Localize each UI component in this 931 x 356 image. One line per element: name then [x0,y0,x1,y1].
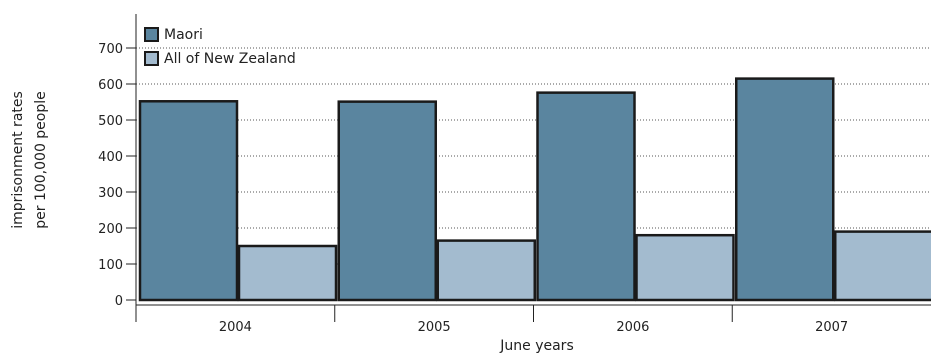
x-tick-labels: 2004 2005 2006 2007 [219,320,848,335]
legend: Maori All of New Zealand [144,27,296,67]
x-tick-label-2005: 2005 [418,320,451,335]
bar-all-of-new-zealand-2006 [635,233,735,302]
y-tick-label-200: 200 [98,222,123,237]
x-axis-title: June years [499,338,573,354]
y-tick-label-700: 700 [98,42,123,57]
bar-maori-2004 [138,100,239,302]
legend-label-maori: Maori [164,27,203,43]
x-tick-label-2006: 2006 [616,320,649,335]
bar-maori-2006 [536,91,636,302]
bar-all-of-new-zealand-2007 [834,230,931,302]
bar-maori-2005 [337,100,437,302]
y-tick-label-300: 300 [98,186,123,201]
bar-maori-2007 [735,77,835,302]
y-tick-label-0: 0 [115,294,123,309]
y-axis-title-line-1: imprisonment rates [10,91,26,229]
axes [126,14,931,322]
y-axis-title-line-2: per 100,000 people [33,91,49,229]
legend-label-all-nz: All of New Zealand [164,51,296,67]
x-tick-label-2007: 2007 [815,320,848,335]
y-tick-label-100: 100 [98,258,123,273]
bars [138,77,931,302]
y-tick-label-500: 500 [98,114,123,129]
bar-all-of-new-zealand-2005 [436,239,536,302]
bar-all-of-new-zealand-2004 [237,244,338,302]
legend-swatch-all-nz [144,51,159,66]
legend-swatch-maori [144,27,159,42]
x-tick-label-2004: 2004 [219,320,252,335]
y-tick-label-600: 600 [98,78,123,93]
y-tick-labels: 0 100 200 300 400 500 600 700 [98,42,123,309]
y-tick-label-400: 400 [98,150,123,165]
